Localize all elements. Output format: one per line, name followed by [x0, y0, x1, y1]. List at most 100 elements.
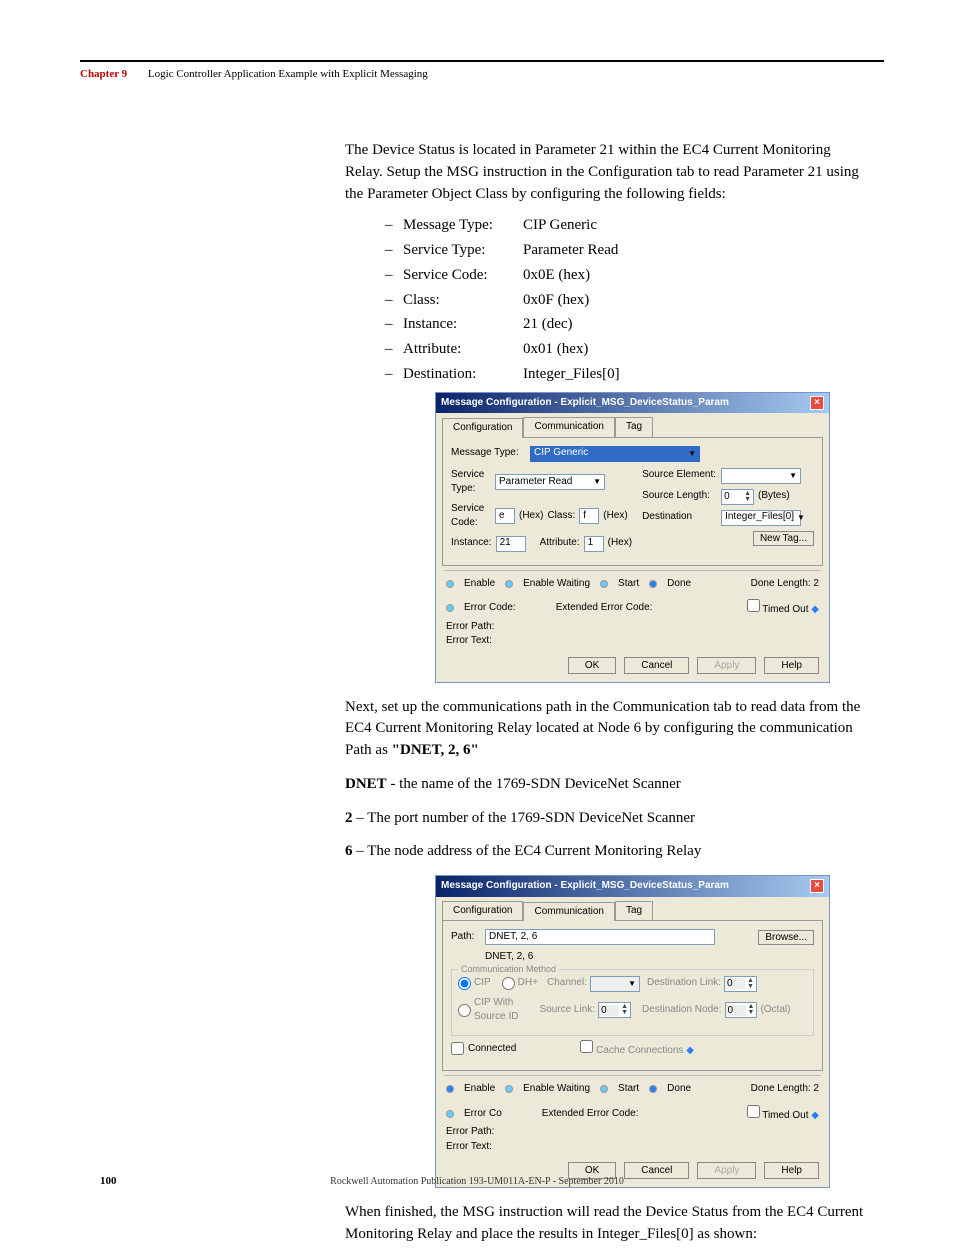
msg-type-combo[interactable]: CIP Generic▼ — [530, 446, 700, 462]
cache-checkbox — [580, 1040, 593, 1053]
connected-checkbox[interactable] — [451, 1042, 464, 1055]
ext-err-label: Extended Error Code: — [556, 601, 653, 616]
bullet-row: –Class:0x0F (hex) — [385, 290, 869, 312]
tab-configuration[interactable]: Configuration — [442, 901, 523, 921]
dest-link-spinner: ▲▼ — [724, 976, 757, 992]
src-elem-combo[interactable]: ▼ — [721, 468, 801, 484]
paragraph-3: When finished, the MSG instruction will … — [345, 1202, 869, 1246]
close-icon[interactable]: × — [810, 879, 824, 893]
svc-type-label: Service Type: — [451, 468, 491, 497]
path-label: Path: — [451, 930, 481, 945]
dialog-title: Message Configuration - Explicit_MSG_Dev… — [441, 879, 729, 894]
configuration-panel: Message Type: CIP Generic▼ Service Type:… — [442, 437, 823, 566]
bullet-row: –Message Type:CIP Generic — [385, 215, 869, 237]
status-row: Enable Enable Waiting Start Done Done Le… — [436, 1076, 829, 1099]
done-indicator — [649, 580, 657, 588]
err-text-label: Error Text: — [446, 1140, 819, 1155]
browse-button[interactable]: Browse... — [758, 930, 814, 945]
six-line: 6 – The node address of the EC4 Current … — [345, 841, 869, 863]
paragraph-2: Next, set up the communications path in … — [345, 697, 869, 762]
comm-method-group: Communication Method CIP DH+ Channel: ▼ … — [451, 969, 814, 1036]
header-rule — [80, 60, 884, 62]
cancel-button[interactable]: Cancel — [624, 657, 689, 674]
attribute-input[interactable]: 1 — [584, 536, 604, 552]
dest-node-spinner: ▲▼ — [725, 1002, 758, 1018]
hex-label: (Hex) — [603, 509, 627, 524]
err-text-label: Error Text: — [446, 634, 819, 649]
help-button[interactable]: Help — [764, 657, 819, 674]
svc-code-label: Service Code: — [451, 502, 491, 531]
class-input[interactable]: f — [579, 508, 599, 524]
tab-communication[interactable]: Communication — [523, 417, 614, 437]
src-len-spinner[interactable]: ▲▼ — [721, 489, 754, 505]
start-indicator — [600, 580, 608, 588]
svc-code-input[interactable]: e — [495, 508, 515, 524]
dialog-title: Message Configuration - Explicit_MSG_Dev… — [441, 396, 729, 411]
cip-radio[interactable] — [458, 977, 471, 990]
dest-combo[interactable]: Integer_Files[0]▼ — [721, 510, 801, 526]
ext-err-label: Extended Error Code: — [542, 1107, 639, 1122]
error-code-label: Error Code: — [464, 601, 516, 616]
bullet-row: –Service Type:Parameter Read — [385, 240, 869, 262]
done-indicator — [649, 1085, 657, 1093]
channel-combo: ▼ — [590, 976, 640, 992]
instance-input[interactable]: 21 — [496, 536, 526, 552]
instance-label: Instance: — [451, 536, 492, 551]
dialog-tabs: Configuration Communication Tag — [436, 897, 829, 921]
tab-tag[interactable]: Tag — [615, 901, 653, 921]
src-elem-label: Source Element: — [642, 468, 717, 483]
bullet-row: –Instance:21 (dec) — [385, 314, 869, 336]
hex-label: (Hex) — [519, 509, 543, 524]
dialog-title-bar[interactable]: Message Configuration - Explicit_MSG_Dev… — [436, 393, 829, 414]
start-indicator — [600, 1085, 608, 1093]
dnet-line: DNET - the name of the 1769-SDN DeviceNe… — [345, 774, 869, 796]
msg-type-label: Message Type: — [451, 446, 526, 461]
status-row: Enable Enable Waiting Start Done Done Le… — [436, 571, 829, 594]
tab-tag[interactable]: Tag — [615, 417, 653, 437]
class-label: Class: — [547, 509, 575, 524]
message-config-dialog-1: Message Configuration - Explicit_MSG_Dev… — [435, 392, 830, 683]
error-indicator — [446, 604, 454, 612]
communication-panel: Path: DNET, 2, 6 Browse... DNET, 2, 6 Co… — [442, 920, 823, 1071]
attribute-label: Attribute: — [540, 536, 580, 551]
enable-waiting-indicator — [505, 580, 513, 588]
tab-communication[interactable]: Communication — [523, 902, 614, 922]
err-path-label: Error Path: — [446, 1125, 819, 1140]
page-header: Chapter 9 Logic Controller Application E… — [80, 68, 428, 80]
dialog-buttons: OK Cancel Apply Help — [436, 649, 829, 682]
enable-indicator — [446, 580, 454, 588]
bullet-row: –Service Code:0x0E (hex) — [385, 265, 869, 287]
cip-src-radio[interactable] — [458, 1004, 471, 1017]
path-input[interactable]: DNET, 2, 6 — [485, 929, 715, 945]
close-icon[interactable]: × — [810, 396, 824, 410]
svc-type-combo[interactable]: Parameter Read▼ — [495, 474, 605, 490]
dialog-title-bar[interactable]: Message Configuration - Explicit_MSG_Dev… — [436, 876, 829, 897]
timed-out-checkbox[interactable] — [747, 599, 760, 612]
bullet-list: –Message Type:CIP Generic –Service Type:… — [385, 215, 869, 385]
dhp-radio[interactable] — [502, 977, 515, 990]
src-len-label: Source Length: — [642, 489, 717, 504]
done-length: Done Length: 2 — [751, 1082, 819, 1097]
timed-out-checkbox[interactable] — [747, 1105, 760, 1118]
bullet-row: –Attribute:0x01 (hex) — [385, 339, 869, 361]
message-config-dialog-2: Message Configuration - Explicit_MSG_Dev… — [435, 875, 830, 1188]
dest-label: Destination — [642, 510, 717, 525]
chapter-title: Logic Controller Application Example wit… — [148, 68, 428, 80]
error-indicator — [446, 1110, 454, 1118]
enable-waiting-indicator — [505, 1085, 513, 1093]
apply-button[interactable]: Apply — [697, 657, 756, 674]
bytes-label: (Bytes) — [758, 489, 790, 504]
src-link-spinner: ▲▼ — [598, 1002, 631, 1018]
enable-indicator — [446, 1085, 454, 1093]
hex-label: (Hex) — [608, 536, 632, 551]
done-length: Done Length: 2 — [751, 577, 819, 592]
err-path-label: Error Path: — [446, 620, 819, 635]
two-line: 2 – The port number of the 1769-SDN Devi… — [345, 808, 869, 830]
bullet-row: –Destination:Integer_Files[0] — [385, 364, 869, 386]
ok-button[interactable]: OK — [568, 657, 616, 674]
new-tag-button[interactable]: New Tag... — [753, 531, 814, 546]
tab-configuration[interactable]: Configuration — [442, 418, 523, 438]
footer-text: Rockwell Automation Publication 193-UM01… — [0, 1176, 954, 1187]
main-content: The Device Status is located in Paramete… — [345, 140, 869, 1258]
intro-paragraph: The Device Status is located in Paramete… — [345, 140, 869, 205]
